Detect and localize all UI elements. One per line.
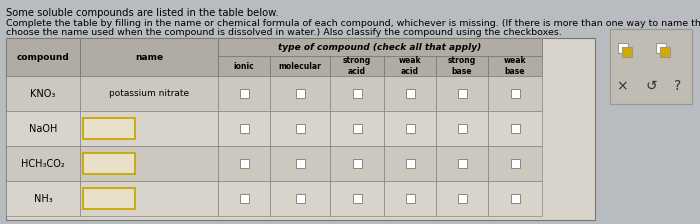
Text: choose the name used when the compound is dissolved in water.) Also classify the: choose the name used when the compound i… <box>6 28 562 37</box>
Bar <box>80 38 218 76</box>
Bar <box>83 153 135 174</box>
Bar <box>83 118 135 139</box>
Text: ?: ? <box>674 79 682 93</box>
Bar <box>239 159 248 168</box>
Bar <box>436 76 488 111</box>
Bar <box>384 76 436 111</box>
Text: NH₃: NH₃ <box>34 194 52 203</box>
Bar <box>6 111 80 146</box>
Bar <box>270 76 330 111</box>
Text: weak
base: weak base <box>504 56 526 76</box>
Bar <box>330 181 384 216</box>
Bar <box>330 146 384 181</box>
Text: Complete the table by filling in the name or chemical formula of each compound, : Complete the table by filling in the nam… <box>6 19 700 28</box>
Bar <box>295 159 304 168</box>
Bar <box>218 111 270 146</box>
Text: compound: compound <box>17 52 69 62</box>
Bar <box>510 124 519 133</box>
Bar <box>270 111 330 146</box>
Bar <box>80 76 218 111</box>
Bar <box>6 146 80 181</box>
Bar <box>353 159 361 168</box>
Text: potassium nitrate: potassium nitrate <box>109 89 189 98</box>
Bar <box>618 43 628 53</box>
Text: NaOH: NaOH <box>29 123 57 134</box>
Bar <box>488 56 542 76</box>
Bar <box>488 146 542 181</box>
Bar <box>270 181 330 216</box>
Bar <box>330 111 384 146</box>
Bar <box>436 146 488 181</box>
Text: HCH₃CO₂: HCH₃CO₂ <box>21 159 65 168</box>
Bar <box>458 89 466 98</box>
Bar <box>330 56 384 76</box>
Text: weak
acid: weak acid <box>399 56 421 76</box>
Bar <box>488 181 542 216</box>
Bar <box>295 124 304 133</box>
Text: molecular: molecular <box>279 62 321 71</box>
Bar <box>270 56 330 76</box>
Bar <box>239 89 248 98</box>
Bar <box>405 159 414 168</box>
Bar <box>218 56 270 76</box>
Text: type of compound (check all that apply): type of compound (check all that apply) <box>279 43 482 52</box>
Bar <box>295 89 304 98</box>
Bar <box>436 111 488 146</box>
Bar <box>384 111 436 146</box>
Bar <box>353 89 361 98</box>
Bar <box>458 194 466 203</box>
Bar <box>610 29 692 104</box>
Bar <box>436 181 488 216</box>
Text: strong
acid: strong acid <box>343 56 371 76</box>
Text: ionic: ionic <box>234 62 254 71</box>
Bar <box>405 124 414 133</box>
Bar <box>80 181 218 216</box>
Bar <box>295 194 304 203</box>
Bar <box>80 111 218 146</box>
Bar <box>270 146 330 181</box>
Bar <box>6 76 80 111</box>
Bar <box>218 181 270 216</box>
Bar <box>384 146 436 181</box>
Bar <box>218 38 542 56</box>
Bar <box>330 76 384 111</box>
Bar <box>436 56 488 76</box>
Bar <box>239 124 248 133</box>
Text: ×: × <box>616 79 628 93</box>
Bar <box>488 76 542 111</box>
Bar <box>80 146 218 181</box>
Bar <box>656 43 666 53</box>
Bar <box>510 194 519 203</box>
Text: Some soluble compounds are listed in the table below.: Some soluble compounds are listed in the… <box>6 8 279 18</box>
Bar <box>218 76 270 111</box>
Bar <box>510 159 519 168</box>
Text: ↺: ↺ <box>645 79 657 93</box>
Bar <box>510 89 519 98</box>
Bar <box>353 124 361 133</box>
Bar <box>405 194 414 203</box>
Text: strong
base: strong base <box>448 56 476 76</box>
Bar <box>218 146 270 181</box>
Bar <box>83 188 135 209</box>
Bar <box>622 47 632 57</box>
Bar <box>488 111 542 146</box>
Bar <box>458 159 466 168</box>
Bar <box>384 181 436 216</box>
Text: KNO₃: KNO₃ <box>30 88 56 99</box>
Text: name: name <box>135 52 163 62</box>
Bar <box>6 181 80 216</box>
Bar <box>458 124 466 133</box>
Bar <box>660 47 670 57</box>
Bar <box>239 194 248 203</box>
Bar <box>384 56 436 76</box>
Bar <box>405 89 414 98</box>
Bar <box>6 38 80 76</box>
Bar <box>353 194 361 203</box>
Bar <box>6 38 595 220</box>
